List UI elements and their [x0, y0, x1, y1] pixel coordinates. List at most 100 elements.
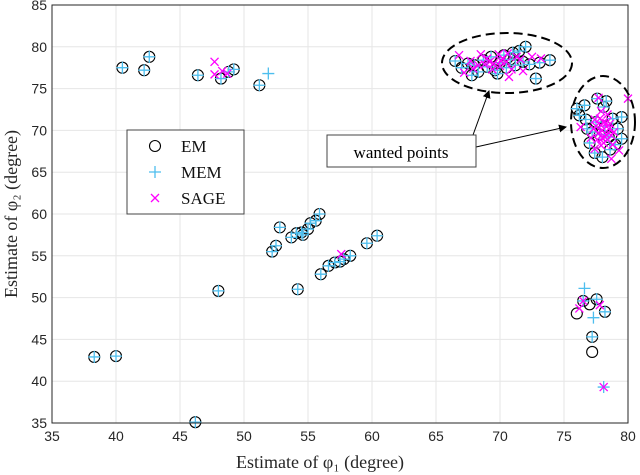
mem-point [586, 330, 599, 343]
annotation-box [326, 134, 477, 168]
mem-point [606, 112, 619, 125]
mem-point [529, 72, 542, 85]
sage-point [578, 296, 588, 306]
sage-point [496, 56, 506, 66]
mem-point [523, 58, 536, 71]
sage-point [454, 50, 464, 60]
annotation-text: wanted points [354, 143, 449, 162]
sage-point [512, 52, 522, 62]
mem-point [227, 63, 240, 76]
sage-point [576, 122, 586, 132]
annotation-arrow-right [475, 124, 567, 148]
sage-point [586, 133, 596, 143]
sage-point [495, 61, 505, 71]
mem-point [296, 228, 309, 241]
mem-point [587, 311, 600, 324]
mem-point [328, 256, 341, 269]
x-tick-label: 45 [172, 428, 188, 444]
em-point [583, 298, 596, 311]
mem-point [570, 102, 583, 115]
mem-point [337, 253, 350, 266]
sage-point [210, 57, 220, 67]
mem-point [214, 72, 227, 85]
annotation-arrow-top [472, 90, 491, 136]
sage-point [574, 304, 584, 313]
sage-point [599, 117, 609, 127]
sage-point [516, 54, 525, 64]
mem-point [189, 416, 202, 429]
sage-point [606, 130, 616, 140]
sage-point [485, 57, 495, 67]
y-axis-label: Estimate of φ₂ (degree) [1, 130, 22, 298]
sage-point [336, 249, 346, 259]
x-tick-label: 75 [556, 428, 572, 444]
mem-point [598, 305, 611, 318]
axes-box [51, 4, 629, 424]
sage-point [507, 64, 516, 74]
mem-point [533, 56, 546, 69]
mem-point [590, 293, 603, 306]
mem-point [579, 113, 592, 126]
legend-marker-em [148, 139, 162, 153]
legend-marker-mem [149, 166, 161, 178]
mem-point [615, 132, 628, 145]
sage-point [596, 106, 606, 116]
x-axis-label: Estimate of φ₁ (degree) [236, 452, 404, 473]
mem-point [212, 284, 225, 297]
mem-point [543, 54, 556, 67]
em-point [586, 345, 599, 358]
mem-point [138, 64, 151, 77]
legend-label-sage: SAGE [181, 189, 225, 208]
y-tick-label: 70 [31, 122, 47, 138]
y-tick-label: 35 [31, 415, 47, 431]
mem-point [360, 237, 373, 250]
sage-point [504, 72, 514, 82]
sage-point [476, 49, 486, 59]
mem-point [455, 61, 468, 74]
sage-point [590, 144, 600, 154]
x-tick-label: 60 [364, 428, 380, 444]
sage-point [459, 68, 469, 78]
sage-point [596, 140, 606, 150]
mem-point [291, 283, 304, 296]
mem-point [116, 61, 129, 74]
sage-point [606, 154, 616, 164]
mem-point [578, 99, 591, 112]
sage-point [536, 54, 546, 63]
sage-point [222, 69, 232, 79]
sage-point [217, 66, 227, 76]
x-tick-label: 65 [428, 428, 444, 444]
sage-point [210, 69, 220, 79]
x-tick-label: 55 [300, 428, 316, 444]
x-tick-label: 50 [236, 428, 252, 444]
y-tick-label: 55 [31, 248, 47, 264]
legend-label-mem: MEM [181, 163, 222, 182]
mem-point [313, 208, 326, 220]
y-tick-label: 60 [31, 206, 47, 222]
mem-point [110, 350, 122, 363]
y-tick-label: 45 [31, 331, 47, 347]
legend-label-em: EM [181, 137, 207, 156]
x-tick-label: 70 [492, 428, 508, 444]
mem-point [270, 239, 282, 252]
mem-point [609, 138, 622, 151]
mem-point [491, 67, 504, 80]
y-tick-label: 50 [31, 290, 47, 306]
y-tick-label: 65 [31, 164, 47, 180]
sage-point [527, 52, 537, 62]
sage-point [597, 133, 607, 143]
cluster-ellipse-top [441, 32, 573, 94]
sage-point [468, 64, 478, 73]
sage-point [518, 66, 528, 76]
y-tick-label: 80 [31, 39, 47, 55]
mem-point [615, 111, 628, 124]
sage-point [590, 115, 600, 124]
mem-point [472, 65, 485, 78]
mem-point [302, 223, 314, 236]
mem-point [143, 50, 156, 63]
cluster-ellipse-right [570, 75, 636, 169]
mem-point [509, 59, 522, 72]
mem-point [262, 67, 275, 80]
y-tick-label: 40 [31, 373, 47, 389]
